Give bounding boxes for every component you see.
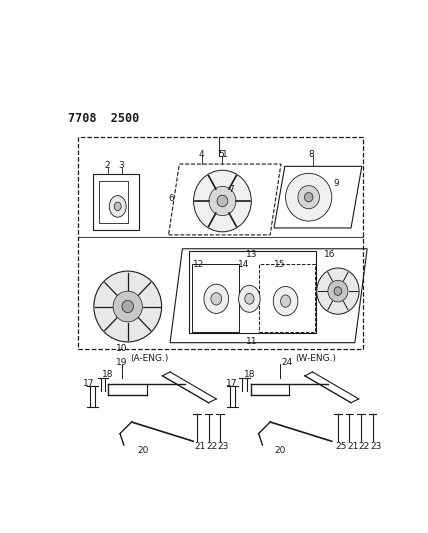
- Text: 18: 18: [244, 370, 256, 379]
- Ellipse shape: [273, 287, 298, 316]
- Ellipse shape: [285, 173, 332, 221]
- Text: 25: 25: [336, 442, 347, 451]
- Text: 22: 22: [206, 442, 217, 451]
- Ellipse shape: [334, 287, 342, 295]
- Text: 14: 14: [238, 260, 249, 269]
- Text: 11: 11: [246, 337, 257, 346]
- Text: 1: 1: [222, 150, 227, 158]
- Ellipse shape: [114, 202, 121, 211]
- Ellipse shape: [328, 280, 348, 302]
- Bar: [93, 174, 139, 230]
- Text: 2: 2: [104, 161, 110, 170]
- Ellipse shape: [217, 195, 228, 207]
- Text: 3: 3: [119, 161, 124, 170]
- Text: 7: 7: [229, 185, 235, 194]
- Text: (A-ENG.): (A-ENG.): [130, 354, 168, 364]
- Ellipse shape: [193, 170, 251, 232]
- Text: 5: 5: [219, 150, 224, 159]
- Text: 23: 23: [218, 442, 229, 451]
- Text: 16: 16: [324, 251, 336, 260]
- Text: 20: 20: [274, 446, 285, 455]
- Text: 9: 9: [333, 179, 339, 188]
- Ellipse shape: [122, 301, 134, 313]
- Ellipse shape: [113, 291, 143, 322]
- Text: 12: 12: [193, 260, 205, 269]
- Ellipse shape: [204, 284, 229, 313]
- Text: 22: 22: [359, 442, 370, 451]
- Bar: [192, 264, 239, 332]
- Text: 18: 18: [102, 370, 114, 379]
- Text: 21: 21: [347, 442, 359, 451]
- Text: 21: 21: [195, 442, 206, 451]
- Text: 4: 4: [199, 150, 204, 159]
- Ellipse shape: [304, 192, 313, 202]
- Text: 13: 13: [246, 251, 257, 260]
- Ellipse shape: [94, 271, 162, 342]
- Text: 20: 20: [138, 446, 149, 455]
- Ellipse shape: [317, 268, 359, 314]
- Text: 8: 8: [309, 150, 315, 159]
- Ellipse shape: [281, 295, 291, 308]
- Text: 24: 24: [282, 358, 293, 367]
- Bar: [259, 264, 315, 332]
- Text: 15: 15: [274, 260, 285, 269]
- Ellipse shape: [238, 285, 260, 312]
- Bar: [99, 181, 128, 223]
- Text: 17: 17: [226, 379, 237, 388]
- Ellipse shape: [245, 294, 254, 304]
- Ellipse shape: [298, 185, 319, 209]
- Text: 6: 6: [169, 194, 174, 203]
- Text: 10: 10: [116, 344, 128, 353]
- Text: 17: 17: [83, 379, 95, 388]
- Ellipse shape: [109, 196, 126, 217]
- Bar: [77, 137, 363, 349]
- Text: (W-ENG.): (W-ENG.): [295, 354, 336, 364]
- Bar: [189, 251, 316, 334]
- Text: 23: 23: [370, 442, 382, 451]
- Ellipse shape: [211, 293, 222, 305]
- Text: 7708  2500: 7708 2500: [68, 112, 140, 125]
- Ellipse shape: [209, 187, 236, 216]
- Text: 19: 19: [116, 358, 128, 367]
